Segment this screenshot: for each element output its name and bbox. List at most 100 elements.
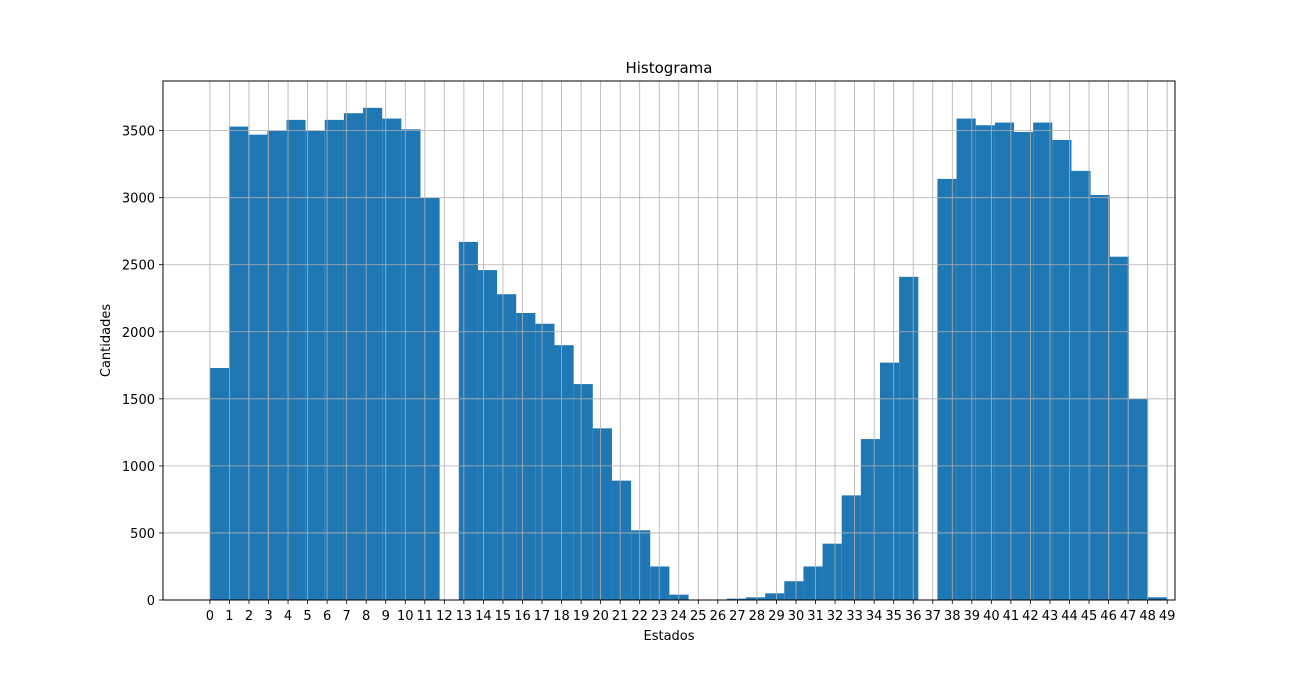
x-tick-label: 30	[788, 609, 805, 624]
histogram-bar	[286, 119, 306, 600]
histogram-bar	[1090, 194, 1110, 600]
histogram-bar	[401, 129, 421, 601]
x-tick-label: 14	[475, 609, 492, 624]
x-tick-label: 41	[1003, 609, 1020, 624]
x-tick-label: 23	[651, 609, 668, 624]
histogram-bar	[229, 126, 249, 601]
x-tick-label: 3	[264, 609, 272, 624]
x-tick-label: 12	[436, 609, 453, 624]
x-tick-label: 49	[1159, 609, 1176, 624]
histogram-bar	[631, 530, 651, 600]
x-tick-label: 7	[343, 609, 351, 624]
histogram-bar	[1148, 597, 1168, 600]
histogram-bar	[554, 345, 574, 600]
y-tick-label: 0	[147, 594, 155, 609]
x-tick-label: 31	[807, 609, 824, 624]
histogram-bar	[477, 270, 498, 600]
x-tick-label: 19	[573, 609, 590, 624]
histogram-bar	[1033, 122, 1053, 601]
histogram-bar	[573, 384, 593, 600]
x-tick-label: 26	[710, 609, 727, 624]
x-tick-label: 25	[690, 609, 707, 624]
chart-title: Histograma	[625, 59, 712, 77]
histogram-bar	[650, 566, 670, 600]
x-tick-label: 44	[1061, 609, 1078, 624]
x-tick-label: 18	[553, 609, 570, 624]
y-tick-label: 500	[130, 527, 155, 542]
histogram-bar	[1109, 256, 1129, 600]
y-axis-ticks: 0 500 1000 1500 2000 2500 3000 3500	[122, 125, 163, 609]
y-tick-label: 2500	[122, 259, 155, 274]
x-tick-label: 40	[983, 609, 1000, 624]
bars	[209, 107, 1168, 601]
x-tick-label: 22	[631, 609, 648, 624]
grid-lines	[163, 81, 1175, 601]
histogram-bar	[879, 362, 900, 600]
histogram-bar	[937, 178, 957, 600]
x-tick-label: 13	[456, 609, 473, 624]
histogram-bar	[343, 113, 364, 601]
histogram-bar	[382, 118, 402, 600]
x-tick-label: 9	[382, 609, 390, 624]
x-tick-label: 6	[323, 609, 331, 624]
x-tick-label: 35	[885, 609, 902, 624]
x-tick-label: 36	[905, 609, 922, 624]
y-tick-label: 3000	[122, 192, 155, 207]
x-tick-label: 43	[1042, 609, 1059, 624]
x-tick-label: 37	[924, 609, 941, 624]
histogram-bar	[363, 107, 383, 600]
histogram-bar	[209, 367, 230, 600]
x-tick-label: 33	[846, 609, 863, 624]
x-axis-label: Estados	[643, 629, 694, 644]
histogram-bar	[1052, 140, 1072, 600]
plot-frame	[162, 80, 1176, 601]
x-tick-label: 47	[1120, 609, 1137, 624]
histogram-bar	[1014, 131, 1034, 600]
y-tick-label: 1500	[122, 393, 155, 408]
histogram-bar	[516, 313, 536, 600]
histogram-bar	[324, 119, 344, 600]
x-tick-label: 45	[1081, 609, 1098, 624]
x-tick-label: 24	[670, 609, 687, 624]
x-tick-label: 46	[1100, 609, 1117, 624]
histogram-bar	[745, 597, 766, 600]
histogram-bar	[305, 130, 325, 600]
x-tick-label: 29	[768, 609, 785, 624]
x-tick-label: 20	[592, 609, 609, 624]
histogram-bar	[1071, 170, 1091, 600]
histogram-bar	[765, 593, 785, 600]
histogram-bar	[248, 134, 268, 600]
x-tick-label: 17	[534, 609, 551, 624]
y-tick-label: 2000	[122, 326, 155, 341]
histogram-bar	[535, 323, 555, 600]
histogram-bar	[994, 122, 1015, 601]
x-tick-label: 16	[514, 609, 531, 624]
histogram-bar	[458, 241, 478, 600]
x-tick-label: 21	[612, 609, 629, 624]
y-tick-label: 1000	[122, 460, 155, 475]
x-tick-label: 11	[417, 609, 434, 624]
histogram-bar	[784, 581, 804, 600]
x-axis-ticks: 0 1 2 3 4 5 6 7 8 9 10 11 12 13 14 15 16 17 18 19 20 21 22 23 24…	[206, 600, 1176, 624]
histogram-bar	[975, 125, 995, 601]
x-tick-label: 0	[206, 609, 214, 624]
x-tick-label: 28	[749, 609, 766, 624]
x-tick-label: 8	[362, 609, 370, 624]
x-tick-label: 38	[944, 609, 961, 624]
histogram-bar	[860, 439, 880, 600]
y-tick-label: 3500	[122, 125, 155, 140]
x-tick-label: 34	[866, 609, 883, 624]
histogram-bar	[1128, 398, 1149, 600]
x-tick-label: 39	[964, 609, 981, 624]
y-axis-label: Cantidades	[99, 304, 114, 377]
x-tick-label: 48	[1139, 609, 1156, 624]
x-tick-label: 27	[729, 609, 746, 624]
x-tick-label: 32	[827, 609, 844, 624]
histogram-bar	[611, 480, 632, 600]
histogram-bar	[497, 294, 517, 600]
histogram-bar	[592, 428, 612, 600]
x-tick-label: 4	[284, 609, 292, 624]
x-tick-label: 10	[397, 609, 414, 624]
histogram-bar	[841, 495, 861, 600]
